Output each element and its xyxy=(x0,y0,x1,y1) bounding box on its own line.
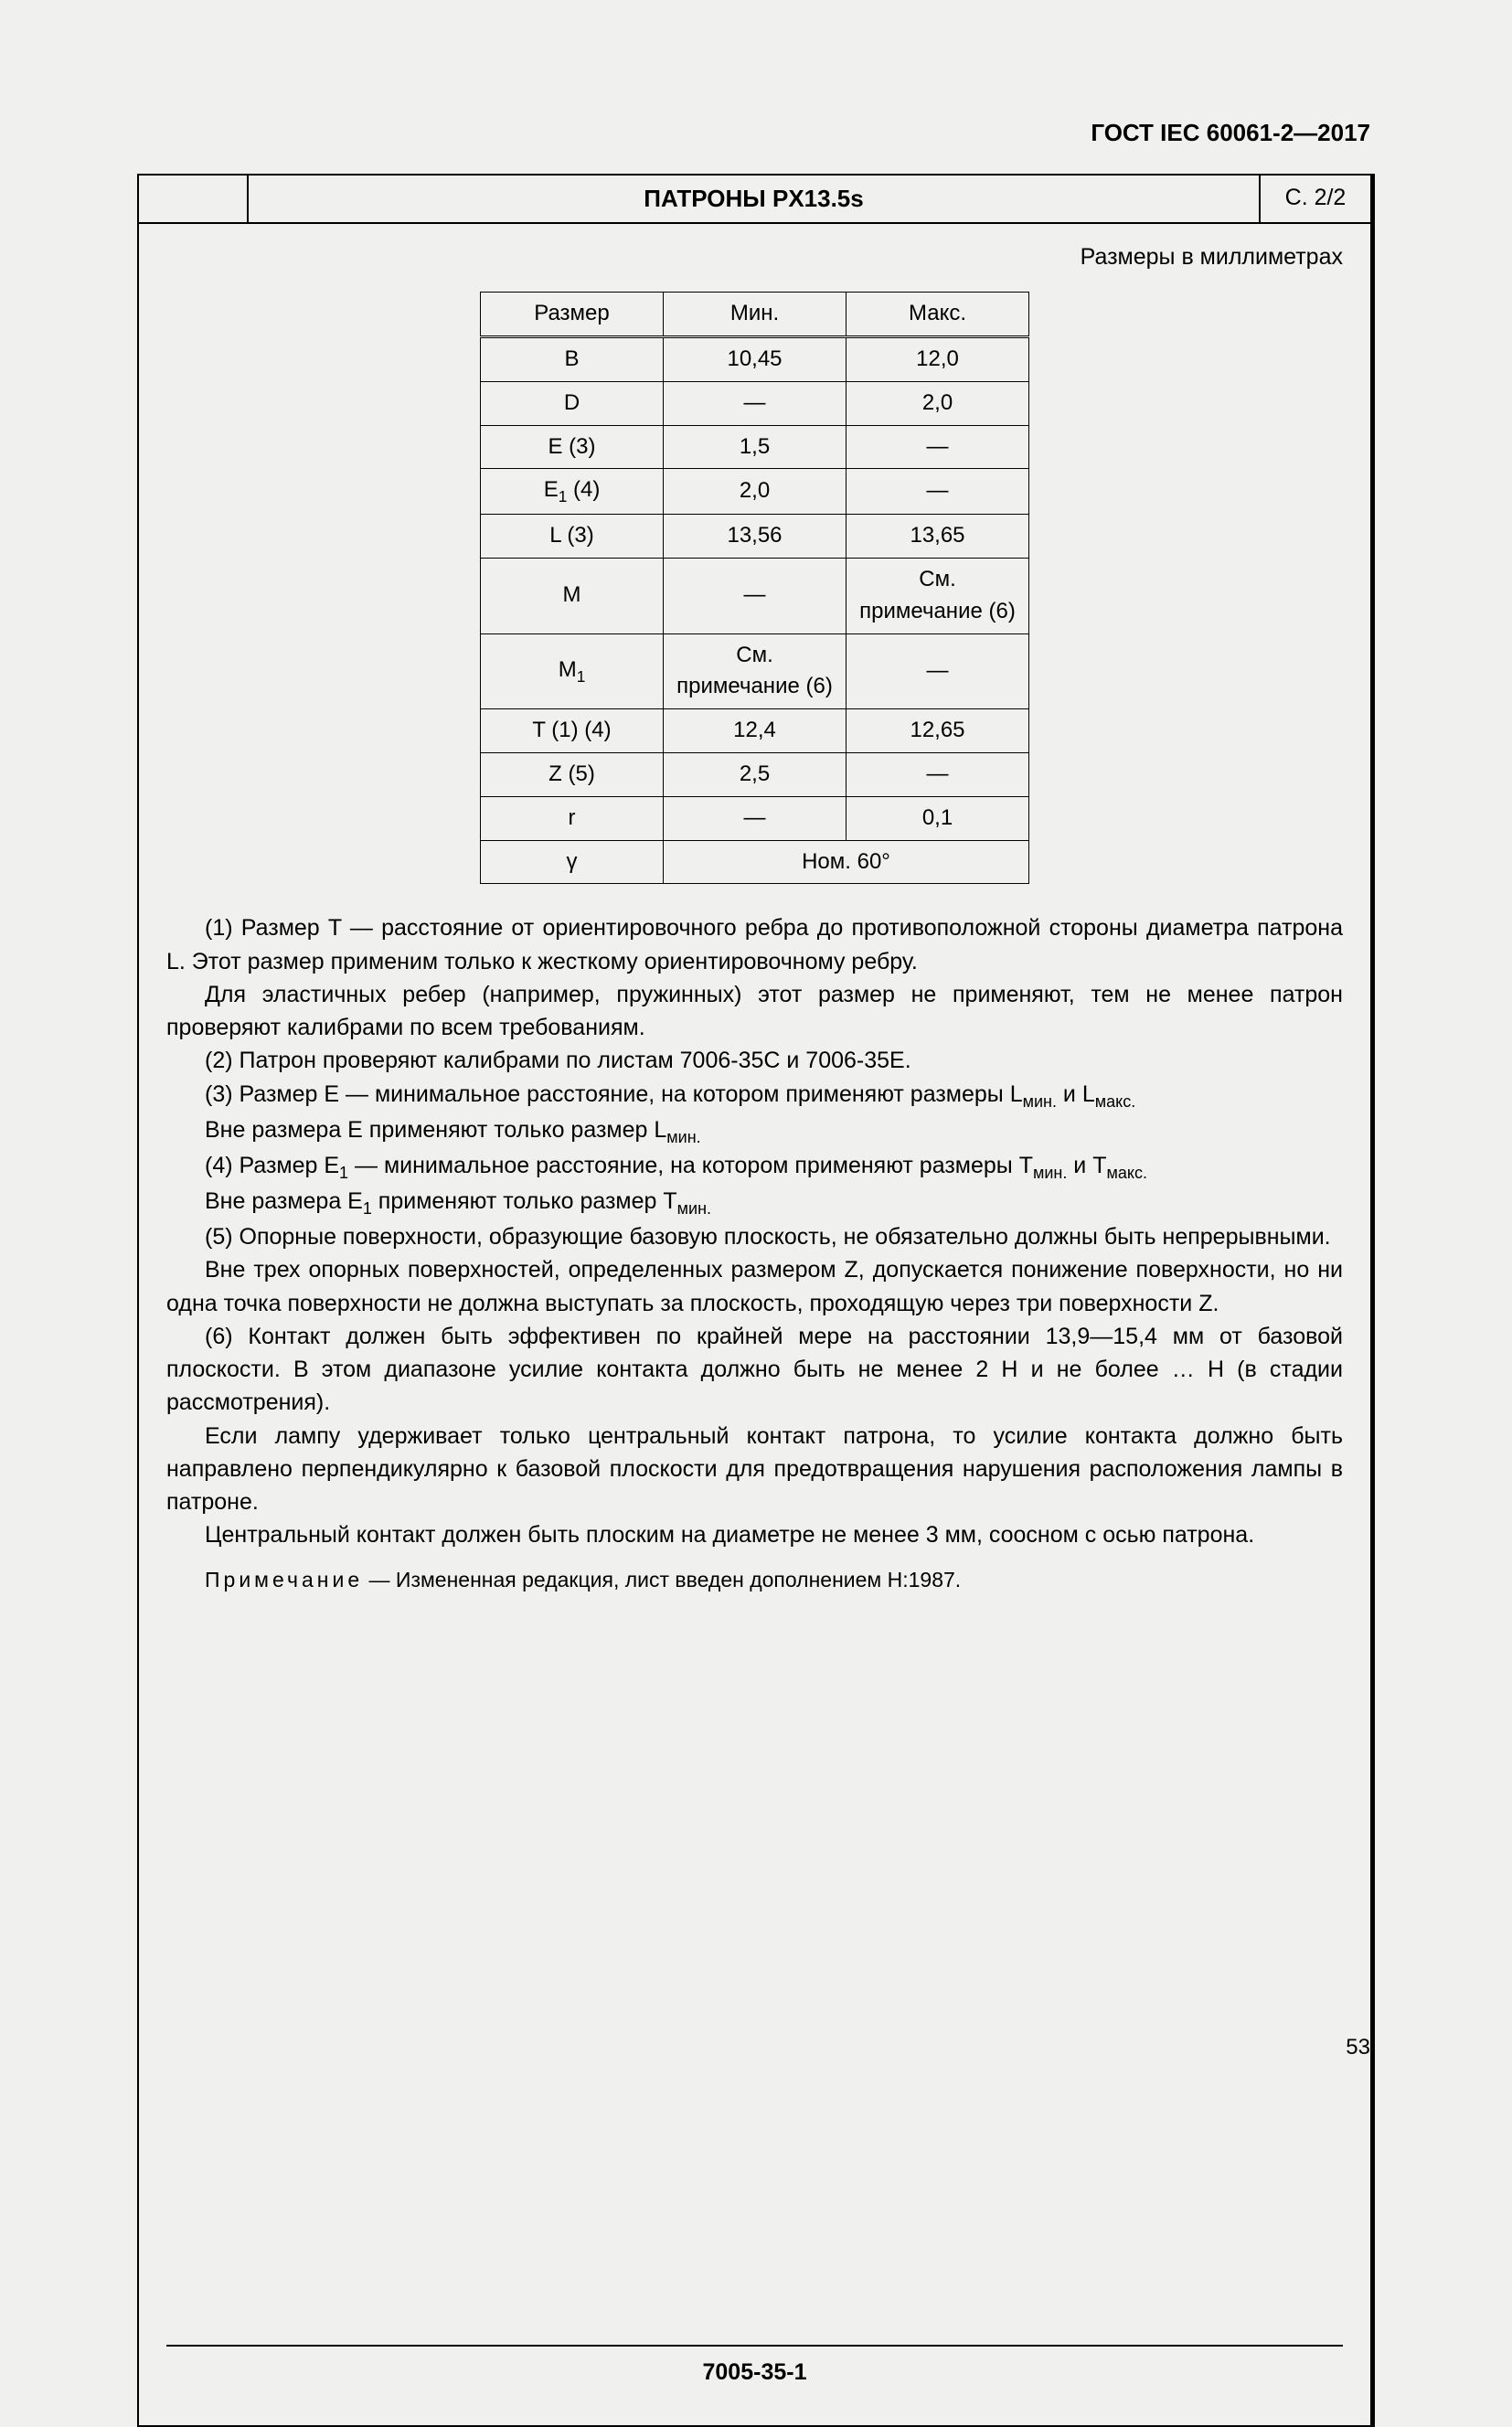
note-1a: (1) Размер T — расстояние от ориентирово… xyxy=(166,911,1343,978)
sheet-header: ПАТРОНЫ PX13.5s С. 2/2 xyxy=(139,176,1370,224)
note-6b: Если лампу удерживает только центральный… xyxy=(166,1420,1343,1519)
page-number: 53 xyxy=(1346,2035,1370,2060)
cell-span: Ном. 60° xyxy=(664,840,1029,884)
note-6c: Центральный контакт должен быть плоским … xyxy=(166,1518,1343,1551)
cell-min: 2,5 xyxy=(664,753,847,797)
table-row: D — 2,0 xyxy=(481,381,1029,425)
cell-max: 12,65 xyxy=(847,709,1029,753)
table-row: E (3) 1,5 — xyxy=(481,425,1029,469)
table-row: Z (5) 2,5 — xyxy=(481,753,1029,797)
cell-label: B xyxy=(481,337,664,382)
col-header-min: Мин. xyxy=(664,293,847,337)
note-2: (2) Патрон проверяют калибрами по листам… xyxy=(166,1044,1343,1077)
units-label: Размеры в миллиметрах xyxy=(166,240,1343,273)
col-header-dimension: Размер xyxy=(481,293,664,337)
cell-max: 2,0 xyxy=(847,381,1029,425)
note-3a: (3) Размер E — минимальное расстояние, н… xyxy=(166,1078,1343,1113)
cell-label: D xyxy=(481,381,664,425)
dimensions-table: Размер Мин. Макс. B 10,45 12,0 D — 2,0 xyxy=(480,292,1029,884)
cell-max: — xyxy=(847,425,1029,469)
cell-min: — xyxy=(664,796,847,840)
cell-min: — xyxy=(664,381,847,425)
col-header-max: Макс. xyxy=(847,293,1029,337)
table-row: E1 (4) 2,0 — xyxy=(481,469,1029,515)
note-5: (5) Опорные поверхности, образующие базо… xyxy=(166,1220,1343,1253)
cell-min: 2,0 xyxy=(664,469,847,515)
cell-max: — xyxy=(847,633,1029,709)
cell-label: L (3) xyxy=(481,515,664,559)
cell-label: T (1) (4) xyxy=(481,709,664,753)
notes-block: (1) Размер T — расстояние от ориентирово… xyxy=(166,911,1343,1594)
cell-max: 0,1 xyxy=(847,796,1029,840)
cell-label: M1 xyxy=(481,633,664,709)
cell-min: 10,45 xyxy=(664,337,847,382)
cell-max: — xyxy=(847,753,1029,797)
cell-label: M xyxy=(481,559,664,634)
cell-min: 1,5 xyxy=(664,425,847,469)
cell-max: — xyxy=(847,469,1029,515)
note-3b: Вне размера E применяют только размер Lм… xyxy=(166,1113,1343,1149)
cell-label: E (3) xyxy=(481,425,664,469)
note-1b: Для эластичных ребер (например, пружинны… xyxy=(166,978,1343,1045)
cell-label: E1 (4) xyxy=(481,469,664,515)
note-4b: Вне размера E1 применяют только размер T… xyxy=(166,1185,1343,1220)
note-6: (6) Контакт должен быть эффективен по кр… xyxy=(166,1320,1343,1420)
sheet-title: ПАТРОНЫ PX13.5s xyxy=(249,176,1261,222)
cell-min: 13,56 xyxy=(664,515,847,559)
note-4a: (4) Размер E1 — минимальное расстояние, … xyxy=(166,1149,1343,1185)
sheet-footer-code: 7005-35-1 xyxy=(166,2345,1343,2398)
cell-label: γ xyxy=(481,840,664,884)
page: ГОСТ IEC 60061-2—2017 ПАТРОНЫ PX13.5s С.… xyxy=(0,0,1512,2138)
table-row: B 10,45 12,0 xyxy=(481,337,1029,382)
cell-min: — xyxy=(664,559,847,634)
cell-label: r xyxy=(481,796,664,840)
sheet-page-ref: С. 2/2 xyxy=(1261,176,1370,222)
table-row: M1 См. примечание (6) — xyxy=(481,633,1029,709)
cell-min: 12,4 xyxy=(664,709,847,753)
sheet-body: Размеры в миллиметрах Размер Мин. Макс. … xyxy=(139,224,1370,2425)
cell-max: 12,0 xyxy=(847,337,1029,382)
remark: Примечание — Измененная редакция, лист в… xyxy=(166,1565,1343,1595)
cell-label: Z (5) xyxy=(481,753,664,797)
table-header-row: Размер Мин. Макс. xyxy=(481,293,1029,337)
table-row: M — См. примечание (6) xyxy=(481,559,1029,634)
table-row: L (3) 13,56 13,65 xyxy=(481,515,1029,559)
table-row: T (1) (4) 12,4 12,65 xyxy=(481,709,1029,753)
table-row: r — 0,1 xyxy=(481,796,1029,840)
sheet-frame: ПАТРОНЫ PX13.5s С. 2/2 Размеры в миллиме… xyxy=(137,174,1375,2427)
cell-min: См. примечание (6) xyxy=(664,633,847,709)
cell-max: 13,65 xyxy=(847,515,1029,559)
note-5b: Вне трех опорных поверхностей, определен… xyxy=(166,1253,1343,1320)
table-row: γ Ном. 60° xyxy=(481,840,1029,884)
header-left-cell xyxy=(139,176,249,222)
document-id: ГОСТ IEC 60061-2—2017 xyxy=(1091,119,1370,147)
cell-max: См. примечание (6) xyxy=(847,559,1029,634)
